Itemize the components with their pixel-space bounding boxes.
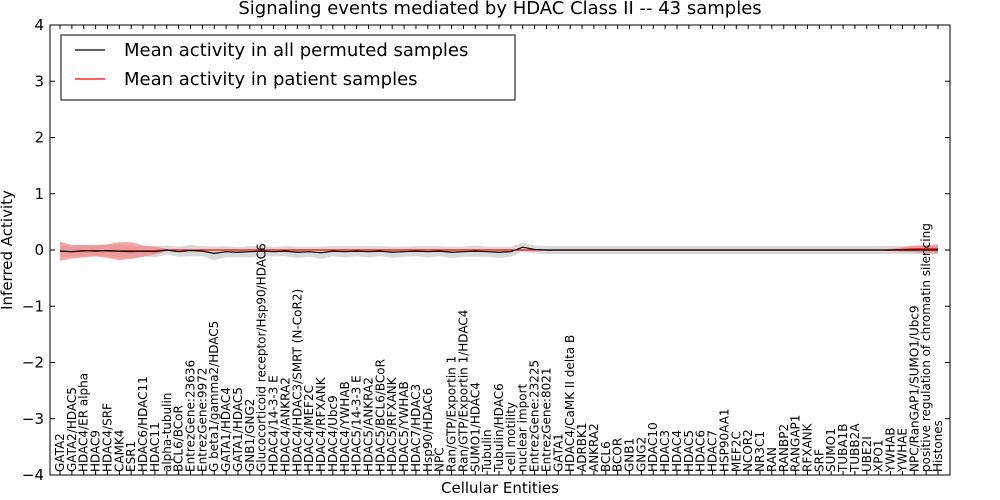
y-tick-label: −4: [22, 466, 44, 484]
x-tick-label: HDAC9: [89, 430, 103, 472]
x-tick-label: Tubulin: [480, 429, 494, 473]
x-tick-label: NPC: [433, 447, 447, 472]
y-tick-label: 1: [34, 185, 44, 203]
x-tick-label: HDAC4/CaMK II delta B: [563, 335, 577, 472]
x-tick-label: RANBP2: [777, 424, 791, 472]
x-tick-label: BCL6/BCoR: [172, 405, 186, 472]
x-tick-label: HDAC5: [682, 430, 696, 472]
x-tick-label: Ran/GTP/Exportin 1/HDAC4: [456, 310, 470, 472]
x-tick-label: XPO1: [872, 439, 886, 472]
x-tick-label: YWHAE: [895, 428, 909, 473]
y-tick-label: 3: [34, 72, 44, 90]
chart-title: Signaling events mediated by HDAC Class …: [238, 0, 761, 19]
x-tick-label: NCOR2: [741, 429, 755, 472]
x-tick-label: GNG2: [634, 437, 648, 472]
x-tick-label: HDAC5/RFXANK: [385, 376, 399, 472]
x-tick-label: HDAC5/BCL6/BCoR: [373, 359, 387, 472]
x-tick-label: nuclear import: [516, 383, 530, 472]
permuted-mean-line: [59, 246, 938, 254]
x-tick-label: RFXANK: [800, 422, 814, 472]
x-tick-label: ESR1: [124, 441, 138, 472]
x-tick-label: Histones: [931, 420, 945, 472]
x-tick-label: EntrezGene:9972: [195, 368, 209, 473]
x-tick-label: HDAC5/ANKRA2: [361, 377, 375, 472]
x-tick-label: GATA2: [53, 433, 67, 472]
x-tick-label: HDAC4/SRF: [100, 403, 114, 472]
plot-area: [49, 24, 951, 476]
x-tick-label: Glucocorticoid receptor/Hsp90/HDAC6: [255, 243, 269, 472]
x-axis-label: Cellular Entities: [441, 479, 559, 497]
x-tick-label: ADRBK1: [575, 422, 589, 472]
x-tick-label: GATA1/HDAC5: [231, 387, 245, 472]
y-tick-label: −2: [22, 354, 44, 372]
y-tick-label: −3: [22, 410, 44, 428]
legend-label-patient: Mean activity in patient samples: [124, 69, 418, 90]
x-tick-label: HDAC4/ER alpha: [77, 373, 91, 472]
x-tick-label: GNB1: [623, 438, 637, 472]
x-tick-label: positive regulation of chromatin silenci…: [919, 223, 933, 472]
x-tick-label: alpha-tubulin: [160, 393, 174, 472]
x-tick-label: HDAC4/14-3-3 E: [267, 375, 281, 472]
x-tick-label: HDAC5/14-3-3 E: [350, 375, 364, 472]
x-tick-label: HDAC4/Ubc9: [326, 395, 340, 472]
x-tick-label: EntrezGene:23636: [184, 360, 198, 472]
x-tick-label: HDAC7: [706, 430, 720, 472]
x-tick-label: GNB1/GNG2: [243, 399, 257, 472]
y-axis: −4 −3 −2 −1 0 1 2 3 4: [22, 16, 950, 484]
x-tick-label: Ran/GTP/Exportin 1: [445, 356, 459, 472]
x-tick-label: BCOR: [611, 438, 625, 472]
x-tick-label: TUBB2A: [848, 423, 862, 473]
permuted-confidence-band: [60, 242, 938, 261]
x-tick-label: HDAC4/RFXANK: [314, 376, 328, 472]
x-tick-label: ANKRA2: [587, 423, 601, 472]
x-tick-label: EntrezGene:23225: [528, 360, 542, 472]
x-tick-label: UBE2I: [860, 436, 874, 472]
y-tick-label: 4: [34, 16, 44, 34]
x-tick-label: G beta1/gamma2/HDAC5: [207, 321, 221, 472]
y-axis-label: Inferred Activity: [0, 190, 16, 310]
x-tick-label: HDAC3: [658, 430, 672, 472]
x-tick-label: RAN: [765, 447, 779, 472]
x-tick-label: GATA1: [551, 433, 565, 472]
x-tick-label: EntrezGene:8021: [539, 368, 553, 473]
x-tick-label: HSP90AA1: [717, 408, 731, 472]
legend: Mean activity in all permuted samples Me…: [60, 34, 516, 101]
y-tick-label: −1: [22, 297, 44, 315]
legend-label-permuted: Mean activity in all permuted samples: [124, 40, 468, 61]
x-tick-label: HDAC10: [646, 422, 660, 472]
x-tick-label: cell motility: [504, 402, 518, 472]
x-tick-label: BCL6: [599, 441, 613, 472]
x-tick-label: HDAC4/YWHAB: [338, 381, 352, 472]
x-tick-label: HDAC4/HDAC3/SMRT (N-CoR2): [290, 289, 304, 472]
x-tick-label: GATA1/HDAC4: [219, 387, 233, 472]
x-tick-label: HDAC6: [694, 430, 708, 472]
x-tick-label: SRF: [812, 449, 826, 472]
x-tick-label: Hsp90/HDAC6: [421, 388, 435, 472]
x-tick-label: HDAC5/YWHAB: [397, 381, 411, 472]
x-tick-label: YWHAB: [884, 427, 898, 473]
x-tick-label: MEF2C: [729, 431, 743, 472]
x-tick-label: CAMK4: [112, 430, 126, 472]
x-tick-label: HDAC4: [670, 430, 684, 472]
x-tick-label: HDAC4/MEF2C: [302, 385, 316, 472]
x-tick-label: SUMO1: [824, 428, 838, 472]
x-tick-label: SUMO1/HDAC4: [468, 382, 482, 472]
y-tick-label: 2: [34, 129, 44, 147]
legend-box: [60, 34, 516, 101]
x-tick-label: GATA2/HDAC5: [65, 387, 79, 472]
x-tick-label: HDAC6/HDAC11: [136, 376, 150, 472]
x-tick-label: NR3C1: [753, 431, 767, 472]
x-tick-label: HDAC4/ANKRA2: [278, 377, 292, 472]
x-tick-label: TUBA1B: [836, 424, 850, 473]
x-tick-label: HDAC7/HDAC3: [409, 384, 423, 472]
x-tick-label: NPC/RanGAP1/SUMO1/Ubc9: [907, 305, 921, 472]
x-tick-label: Tubulin/HDAC6: [492, 383, 506, 473]
x-tick-label: RANGAP1: [789, 415, 803, 472]
y-tick-label: 0: [34, 241, 44, 259]
x-tick-label: HDAC11: [148, 422, 162, 472]
